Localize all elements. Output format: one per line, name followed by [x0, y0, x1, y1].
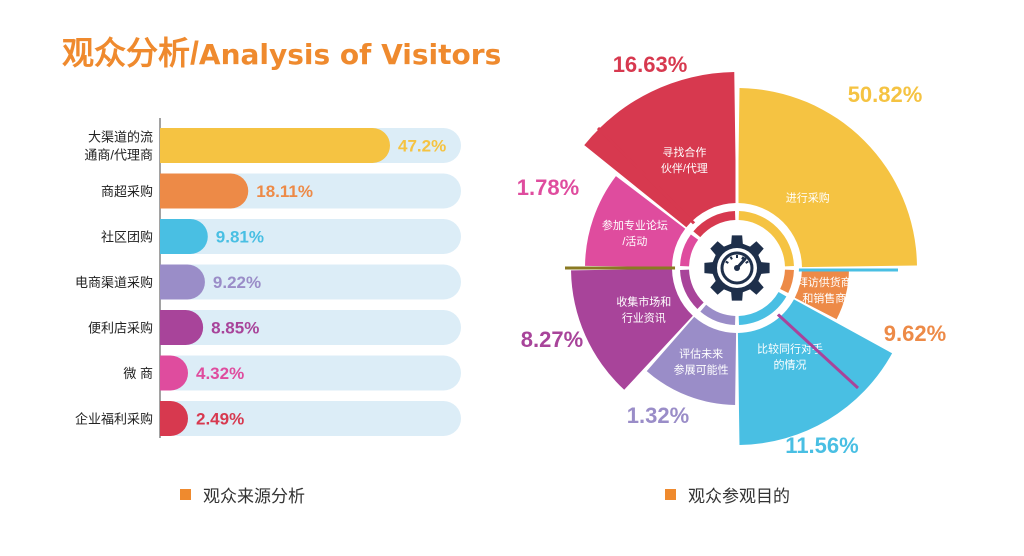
- bar-value-label: 4.32%: [196, 364, 244, 383]
- bar: [160, 264, 205, 300]
- slice-value-label: 16.63%: [613, 52, 688, 77]
- bar-category-label: 大渠道的流: [88, 130, 153, 145]
- bar-track: [160, 401, 461, 436]
- slice-category-label: 的情况: [774, 357, 807, 371]
- rose-slice: [571, 268, 693, 390]
- slice-value-label: 11.56%: [785, 433, 858, 458]
- legend-purpose: 观众参观目的: [665, 482, 790, 507]
- title-en: Analysis of Visitors: [198, 38, 502, 71]
- center-ring-segment: [780, 269, 794, 293]
- bar: [160, 173, 249, 209]
- legend-swatch: [665, 489, 676, 500]
- rose-slice: [737, 299, 893, 445]
- bar-category-label: 社区团购: [101, 230, 153, 245]
- bar-value-label: 9.81%: [216, 228, 264, 247]
- slice-category-label: 进行采购: [786, 190, 830, 204]
- bar-track: [160, 264, 461, 300]
- bar-track: [160, 355, 461, 391]
- bar: [160, 310, 204, 345]
- page-title: 观众分析/Analysis of Visitors: [62, 28, 501, 74]
- rose-slice: [794, 268, 849, 320]
- center-ring-segment: [693, 211, 736, 238]
- slice-category-label: 比较同行对手: [757, 341, 823, 355]
- bar-category-label: 微 商: [123, 366, 153, 381]
- bar-value-label: 9.22%: [213, 273, 261, 292]
- slice-category-label: 参加专业论坛: [602, 218, 668, 232]
- center-ring-segment: [680, 234, 699, 267]
- legend-swatch: [180, 489, 191, 500]
- center-ring-segment: [738, 211, 794, 267]
- center-ring-segment: [738, 292, 787, 325]
- legend-purpose-label: 观众参观目的: [688, 487, 790, 506]
- bar: [160, 128, 390, 163]
- slice-category-label: /活动: [622, 235, 647, 248]
- slice-category-label: 评估未来: [679, 347, 723, 360]
- bar: [160, 219, 208, 254]
- title-cn: 观众分析: [62, 35, 191, 71]
- slice-category-label: 和销售商: [802, 291, 846, 305]
- bar-value-label: 2.49%: [196, 410, 244, 429]
- bar-track: [160, 219, 461, 254]
- bar-category-label: 企业福利采购: [75, 412, 153, 427]
- slice-category-label: 行业资讯: [622, 311, 666, 324]
- bar-category-label: 便利店采购: [88, 321, 153, 336]
- bar-category-label: 电商渠道采购: [75, 275, 153, 290]
- legend-source-label: 观众来源分析: [203, 487, 305, 506]
- slice-value-label: 8.27%: [521, 327, 583, 352]
- rose-slice: [584, 72, 737, 228]
- slice-category-label: 参展可能性: [674, 362, 729, 376]
- slice-value-label: 1.32%: [627, 403, 689, 428]
- slice-value-label: 9.62%: [884, 321, 946, 346]
- rose-slice: [585, 176, 686, 268]
- slice-category-label: 收集市场和: [616, 294, 671, 308]
- bar-category-label: 通商/代理商: [84, 148, 153, 163]
- bar-category-label: 商超采购: [101, 184, 153, 199]
- legend-source: 观众来源分析: [180, 482, 305, 507]
- slice-category-label: 寻找合作: [662, 145, 706, 159]
- bar-value-label: 18.11%: [256, 182, 313, 201]
- bar-value-label: 8.85%: [211, 319, 259, 338]
- slice-value-label: 1.78%: [517, 175, 579, 200]
- gear-gauge-icon: [704, 235, 770, 301]
- center-ring-segment: [680, 269, 704, 310]
- rose-slice: [737, 88, 917, 268]
- bar: [160, 355, 188, 391]
- slice-category-label: 拜访供货商: [797, 275, 852, 289]
- slice-category-label: 伙伴/代理: [661, 162, 708, 175]
- slice-value-label: 50.82%: [848, 82, 923, 107]
- center-ring-segment: [700, 304, 736, 325]
- title-separator: /: [190, 35, 199, 71]
- rose-slice: [646, 316, 737, 405]
- bar-value-label: 47.2%: [398, 137, 446, 156]
- bar-track: [160, 310, 461, 345]
- bar: [160, 401, 188, 436]
